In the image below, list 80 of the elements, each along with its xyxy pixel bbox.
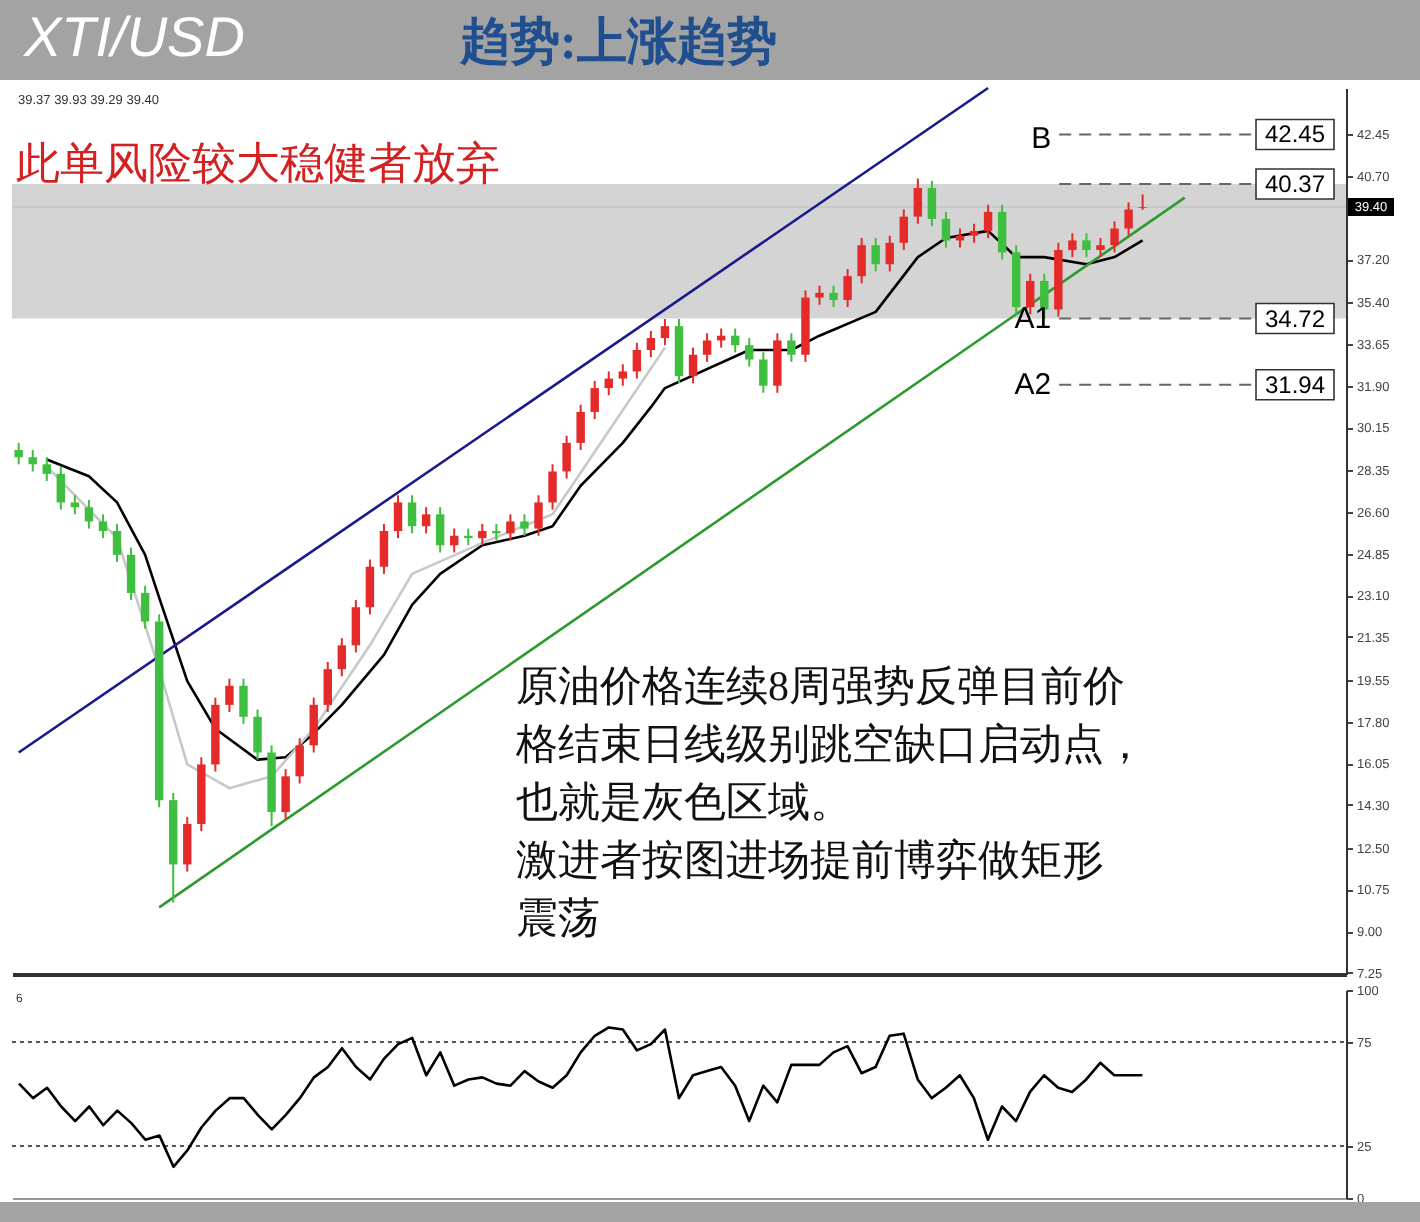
annotation: A1 bbox=[1014, 302, 1052, 336]
annotation: 激进者按图进场提前博弈做矩形震荡 bbox=[516, 836, 1104, 942]
ref-line-label: 40.37 bbox=[1264, 169, 1326, 198]
annotation: B bbox=[1031, 122, 1052, 156]
candlestick bbox=[140, 584, 150, 630]
candlestick bbox=[520, 513, 529, 537]
candlestick bbox=[562, 434, 571, 480]
candlestick bbox=[913, 177, 923, 225]
candlestick bbox=[787, 332, 796, 363]
candlestick bbox=[421, 506, 431, 535]
candlestick bbox=[829, 284, 838, 309]
candlestick bbox=[492, 522, 501, 542]
candlestick bbox=[56, 465, 66, 511]
ref-line-label: 31.94 bbox=[1264, 370, 1326, 399]
candlestick bbox=[1110, 220, 1119, 254]
candlestick bbox=[14, 441, 23, 466]
annotation: A2 bbox=[1014, 368, 1052, 402]
candlestick bbox=[351, 599, 361, 654]
candlestick bbox=[815, 284, 824, 306]
candlestick bbox=[506, 513, 515, 542]
candlestick bbox=[997, 203, 1007, 261]
candlestick bbox=[28, 449, 37, 473]
candlestick bbox=[98, 513, 108, 540]
chart-title: XTI/USD bbox=[24, 6, 245, 70]
candlestick bbox=[365, 558, 375, 616]
candlestick bbox=[688, 346, 698, 385]
candlestick bbox=[379, 522, 389, 575]
candlestick bbox=[941, 210, 951, 249]
candlestick bbox=[730, 327, 740, 354]
candlestick bbox=[899, 208, 909, 251]
candlestick bbox=[70, 494, 80, 516]
candlestick bbox=[295, 737, 304, 785]
candlestick bbox=[323, 660, 332, 714]
candlestick bbox=[1096, 237, 1105, 259]
candlestick bbox=[843, 268, 852, 309]
candlestick bbox=[646, 329, 656, 359]
candlestick bbox=[393, 494, 403, 540]
candlestick bbox=[337, 637, 347, 678]
ref-line-label: 34.72 bbox=[1264, 304, 1326, 333]
annotation: 此单风险较大稳健者放弃 bbox=[16, 138, 500, 188]
line-series bbox=[17, 1026, 1144, 1169]
candlestick bbox=[618, 363, 628, 387]
candlestick bbox=[969, 222, 979, 244]
candlestick bbox=[449, 527, 459, 554]
candlestick bbox=[702, 332, 712, 363]
candlestick bbox=[660, 318, 670, 347]
chart-subtitle: 趋势:上涨趋势 bbox=[460, 13, 777, 74]
candlestick bbox=[576, 403, 585, 452]
candlestick bbox=[42, 456, 51, 482]
candlestick bbox=[183, 815, 192, 873]
candlestick bbox=[112, 522, 122, 563]
candlestick bbox=[1138, 193, 1147, 211]
candlestick bbox=[773, 332, 782, 394]
candlestick bbox=[407, 494, 417, 535]
candlestick bbox=[590, 379, 599, 421]
candlestick bbox=[759, 351, 768, 394]
candlestick bbox=[871, 237, 880, 273]
candlestick bbox=[84, 499, 94, 530]
candlestick bbox=[1124, 201, 1133, 237]
candlestick bbox=[548, 463, 557, 511]
candlestick bbox=[534, 494, 543, 537]
candlestick bbox=[225, 677, 234, 714]
candlestick bbox=[857, 237, 866, 285]
candlestick bbox=[983, 203, 993, 240]
ref-line-label: 42.45 bbox=[1264, 120, 1326, 149]
candlestick bbox=[632, 341, 642, 380]
candlestick bbox=[126, 546, 136, 602]
candlestick bbox=[239, 677, 248, 725]
candlestick bbox=[1082, 232, 1091, 259]
candlestick bbox=[927, 179, 937, 228]
candlestick bbox=[745, 337, 754, 368]
candlestick bbox=[253, 708, 262, 761]
candlestick bbox=[1068, 232, 1077, 259]
candlestick bbox=[604, 370, 613, 397]
candlestick bbox=[281, 768, 290, 821]
candlestick bbox=[309, 696, 318, 754]
candlestick bbox=[885, 234, 894, 273]
candlestick bbox=[435, 506, 445, 554]
annotation: 原油价格连续8周强势反弹目前价格结束日线级别跳空缺口启动点，也就是灰色区域。 bbox=[514, 662, 1146, 826]
candlestick bbox=[478, 522, 487, 547]
